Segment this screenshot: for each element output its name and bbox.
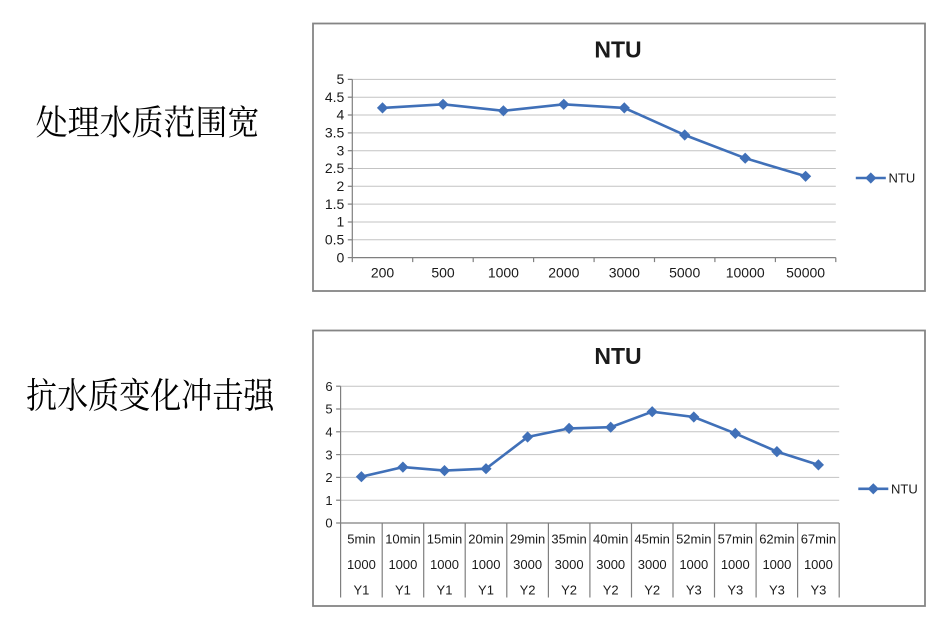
svg-text:1000: 1000 <box>721 557 750 572</box>
svg-text:Y1: Y1 <box>478 583 494 598</box>
svg-text:6: 6 <box>325 379 332 394</box>
svg-text:40min: 40min <box>593 532 628 547</box>
svg-text:4: 4 <box>325 425 332 440</box>
svg-text:67min: 67min <box>801 532 836 547</box>
svg-text:2: 2 <box>337 178 345 194</box>
svg-text:2: 2 <box>325 470 332 485</box>
svg-text:62min: 62min <box>759 532 794 547</box>
svg-text:3: 3 <box>337 142 345 158</box>
svg-text:1000: 1000 <box>430 557 459 572</box>
svg-text:4.5: 4.5 <box>325 89 345 105</box>
svg-text:5000: 5000 <box>669 265 700 281</box>
svg-text:Y3: Y3 <box>769 583 785 598</box>
svg-text:Y1: Y1 <box>353 583 369 598</box>
svg-text:5: 5 <box>337 71 345 87</box>
svg-text:5min: 5min <box>347 532 375 547</box>
svg-text:15min: 15min <box>427 532 462 547</box>
svg-text:10min: 10min <box>385 532 420 547</box>
svg-text:57min: 57min <box>718 532 753 547</box>
svg-text:500: 500 <box>431 265 455 281</box>
svg-text:Y2: Y2 <box>644 583 660 598</box>
svg-text:4: 4 <box>337 107 345 123</box>
svg-text:1: 1 <box>337 214 345 230</box>
svg-text:2000: 2000 <box>548 265 579 281</box>
svg-text:5: 5 <box>325 402 332 417</box>
svg-text:52min: 52min <box>676 532 711 547</box>
svg-text:3000: 3000 <box>609 265 640 281</box>
svg-text:0.5: 0.5 <box>325 232 345 248</box>
svg-text:1000: 1000 <box>804 557 833 572</box>
svg-text:3.5: 3.5 <box>325 125 345 141</box>
svg-text:Y2: Y2 <box>520 583 536 598</box>
svg-text:29min: 29min <box>510 532 545 547</box>
svg-text:NTU: NTU <box>889 171 916 186</box>
svg-text:Y2: Y2 <box>603 583 619 598</box>
svg-text:1000: 1000 <box>347 557 376 572</box>
svg-text:200: 200 <box>371 265 395 281</box>
svg-text:NTU: NTU <box>594 37 641 63</box>
svg-text:1000: 1000 <box>472 557 501 572</box>
svg-text:1000: 1000 <box>762 557 791 572</box>
svg-text:3000: 3000 <box>555 557 584 572</box>
svg-text:Y3: Y3 <box>810 583 826 598</box>
svg-text:2.5: 2.5 <box>325 160 345 176</box>
svg-text:Y2: Y2 <box>561 583 577 598</box>
svg-text:Y1: Y1 <box>395 583 411 598</box>
svg-text:3000: 3000 <box>513 557 542 572</box>
svg-text:45min: 45min <box>634 532 669 547</box>
svg-text:50000: 50000 <box>786 265 825 281</box>
svg-text:1: 1 <box>325 493 332 508</box>
svg-text:3: 3 <box>325 447 332 462</box>
svg-text:0: 0 <box>325 516 332 531</box>
svg-text:3000: 3000 <box>596 557 625 572</box>
svg-text:3000: 3000 <box>638 557 667 572</box>
svg-text:1000: 1000 <box>679 557 708 572</box>
svg-text:1000: 1000 <box>488 265 519 281</box>
svg-text:0: 0 <box>337 249 345 265</box>
svg-text:20min: 20min <box>468 532 503 547</box>
svg-text:1.5: 1.5 <box>325 196 345 212</box>
svg-text:1000: 1000 <box>388 557 417 572</box>
svg-text:Y3: Y3 <box>727 583 743 598</box>
svg-text:NTU: NTU <box>891 481 918 496</box>
svg-text:10000: 10000 <box>726 265 765 281</box>
svg-text:NTU: NTU <box>594 343 641 369</box>
svg-text:Y3: Y3 <box>686 583 702 598</box>
svg-text:Y1: Y1 <box>437 583 453 598</box>
svg-text:35min: 35min <box>551 532 586 547</box>
